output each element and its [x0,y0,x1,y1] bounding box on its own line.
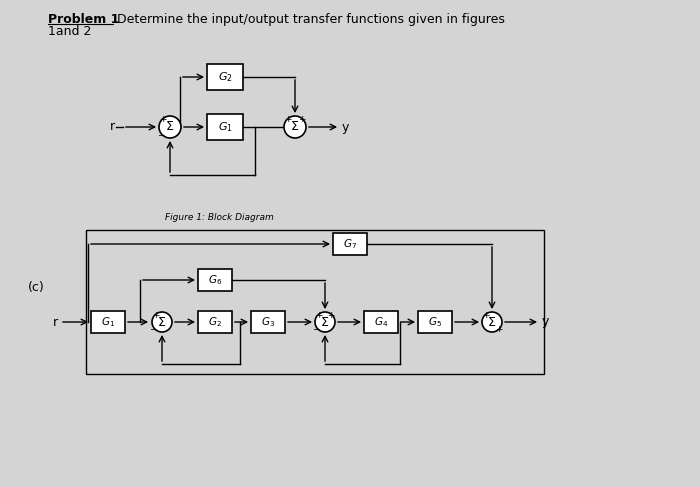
Text: +: + [315,311,323,319]
Text: Problem 1: Problem 1 [48,13,120,26]
Text: −: − [149,324,157,334]
Text: $G_4$: $G_4$ [374,315,388,329]
Text: Figure 1: Block Diagram: Figure 1: Block Diagram [165,212,274,222]
Bar [198,311,232,333]
Text: r: r [110,120,115,133]
Bar [251,311,285,333]
Circle shape [284,116,306,138]
Text: y: y [342,120,349,133]
Text: +: + [284,114,292,124]
Text: $G_2$: $G_2$ [208,315,222,329]
Text: r: r [53,316,58,329]
Circle shape [159,116,181,138]
Bar [207,114,243,140]
Bar [418,311,452,333]
Text: +: + [153,311,160,319]
Text: $G_7$: $G_7$ [343,237,357,251]
Text: 1and 2: 1and 2 [48,25,92,38]
Text: −: − [158,131,164,139]
Bar [364,311,398,333]
Text: $G_2$: $G_2$ [218,70,232,84]
Text: $\Sigma$: $\Sigma$ [290,120,300,133]
Bar [91,311,125,333]
Text: +: + [298,114,306,124]
Text: $\Sigma$: $\Sigma$ [487,316,496,329]
Text: $G_3$: $G_3$ [261,315,275,329]
Circle shape [315,312,335,332]
Text: $\Sigma$: $\Sigma$ [165,120,174,133]
Circle shape [152,312,172,332]
Text: y: y [542,316,550,329]
Text: $\Sigma$: $\Sigma$ [321,316,330,329]
Text: $G_1$: $G_1$ [218,120,232,134]
Text: $G_5$: $G_5$ [428,315,442,329]
Circle shape [482,312,502,332]
Text: −: − [312,324,320,334]
Bar [333,233,367,255]
Text: +: + [482,311,490,319]
Text: $\Sigma$: $\Sigma$ [158,316,167,329]
Text: +: + [160,114,167,124]
Text: +: + [496,324,503,334]
Text: Determine the input/output transfer functions given in figures: Determine the input/output transfer func… [113,13,505,26]
Bar [86,230,544,374]
Bar [198,269,232,291]
Text: $G_1$: $G_1$ [101,315,115,329]
Bar [207,64,243,90]
Text: (c): (c) [28,281,45,294]
Text: $G_6$: $G_6$ [208,273,222,287]
Text: +: + [328,311,335,319]
